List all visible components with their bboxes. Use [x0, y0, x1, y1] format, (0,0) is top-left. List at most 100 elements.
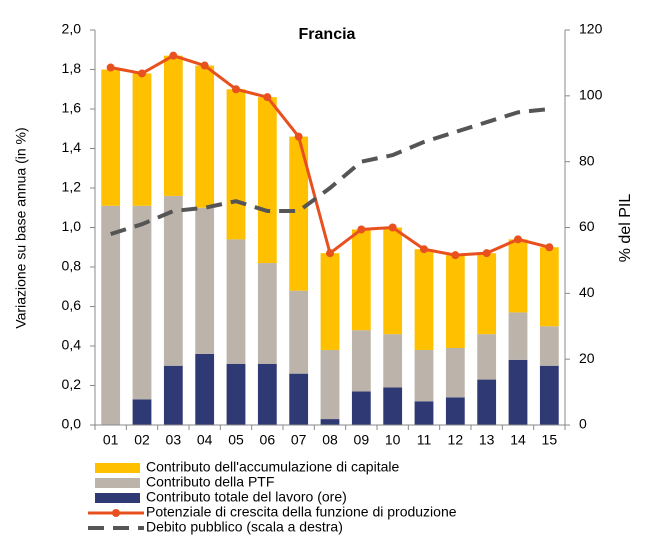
- line: [110, 107, 550, 236]
- bar-segment: [195, 65, 215, 208]
- bar-segment: [477, 379, 497, 425]
- bar-segment: [477, 334, 497, 380]
- line-marker: [294, 132, 303, 141]
- bar-segment: [477, 253, 497, 335]
- chart-title: Francia: [299, 26, 356, 43]
- bar-segment: [445, 397, 465, 425]
- bar-segment: [226, 239, 246, 364]
- line-marker: [232, 85, 240, 94]
- bar-segment: [226, 89, 246, 240]
- bar-segment: [289, 290, 309, 374]
- line-marker: [263, 93, 272, 102]
- bar-segment: [351, 229, 371, 331]
- bar-segment: [351, 330, 371, 392]
- legend-label: Contributo della PTF: [146, 474, 274, 490]
- y-tick-label: 0,4: [62, 337, 82, 353]
- bar-segment: [508, 312, 528, 360]
- bar-segment: [508, 359, 528, 425]
- line-marker: [420, 245, 428, 254]
- y-axis-label: Variazione su base annua (in %): [13, 127, 29, 328]
- bar-segment: [320, 419, 340, 425]
- y2-tick-label: 0: [579, 416, 587, 432]
- line-marker: [169, 51, 178, 60]
- y2-tick-label: 20: [579, 350, 595, 366]
- x-tick-label: 14: [510, 432, 526, 448]
- bar-segment: [163, 55, 183, 196]
- x-tick-label: 02: [134, 432, 150, 448]
- x-tick-label: 08: [322, 432, 338, 448]
- line-marker: [388, 223, 397, 232]
- line-marker: [451, 251, 460, 260]
- line-marker: [482, 249, 491, 258]
- line-marker: [200, 61, 209, 70]
- y2-tick-label: 80: [579, 152, 595, 168]
- bar-segment: [445, 255, 465, 348]
- legend-label: Contributo dell'accumulazione di capital…: [146, 459, 399, 475]
- bar-segment: [383, 387, 403, 425]
- x-tick-label: 10: [385, 432, 401, 448]
- bar-segment: [289, 373, 309, 425]
- y2-tick-label: 100: [579, 87, 603, 103]
- x-tick-label: 15: [542, 432, 558, 448]
- x-tick-label: 06: [260, 432, 276, 448]
- bar-segment: [226, 363, 246, 425]
- bar-segment: [132, 205, 152, 400]
- bar-segment: [163, 365, 183, 425]
- bar-segment: [163, 195, 183, 366]
- line-marker: [514, 235, 522, 244]
- legend-marker: [112, 509, 120, 517]
- y-tick-label: 1,8: [62, 60, 82, 76]
- bar-segment: [320, 253, 340, 350]
- bar-segment: [195, 353, 215, 425]
- x-tick-label: 13: [479, 432, 495, 448]
- bar-segment: [383, 334, 403, 388]
- x-tick-label: 11: [417, 432, 432, 448]
- line-marker: [138, 69, 146, 78]
- x-tick-label: 05: [228, 432, 244, 448]
- bar-segment: [383, 227, 403, 335]
- bar-segment: [539, 326, 559, 366]
- y-tick-label: 0,0: [62, 416, 82, 432]
- y-tick-label: 1,2: [62, 179, 82, 195]
- x-tick-label: 09: [354, 432, 370, 448]
- bar-segment: [320, 349, 340, 420]
- bar-segment: [257, 363, 277, 425]
- bar-segment: [414, 249, 434, 350]
- y-tick-label: 0,6: [62, 297, 82, 313]
- bar-segment: [539, 247, 559, 327]
- x-tick-label: 01: [103, 432, 119, 448]
- x-tick-label: 12: [448, 432, 464, 448]
- x-tick-label: 03: [166, 432, 182, 448]
- y2-axis-label: % del PIL: [617, 194, 634, 263]
- bar-segment: [508, 239, 528, 313]
- y-tick-label: 2,0: [62, 21, 82, 37]
- y-tick-label: 1,0: [62, 218, 82, 234]
- bar-segment: [132, 399, 152, 425]
- y-tick-label: 0,8: [62, 258, 82, 274]
- line-marker: [326, 249, 334, 258]
- bar-segment: [101, 205, 121, 425]
- bar-segment: [257, 97, 277, 264]
- bar-segment: [132, 73, 152, 206]
- legend-label: Contributo totale del lavoro (ore): [146, 489, 347, 505]
- bar-segment: [101, 69, 121, 206]
- y2-tick-label: 40: [579, 284, 595, 300]
- bar-segment: [257, 263, 277, 364]
- bar-segment: [414, 401, 434, 425]
- y-tick-label: 1,4: [62, 139, 82, 155]
- bar-segment: [289, 136, 309, 291]
- y2-tick-label: 120: [579, 21, 603, 37]
- bar-segment: [539, 365, 559, 425]
- y-tick-label: 0,2: [62, 376, 82, 392]
- line-marker: [357, 225, 366, 234]
- bar-segment: [414, 349, 434, 402]
- bar-segment: [195, 207, 215, 354]
- legend-swatch: [95, 493, 140, 503]
- x-tick-label: 04: [197, 432, 213, 448]
- y-tick-label: 1,6: [62, 100, 82, 116]
- legend-label: Debito pubblico (scala a destra): [146, 519, 343, 535]
- legend-label: Potenziale di crescita della funzione di…: [146, 504, 457, 520]
- y2-tick-label: 60: [579, 218, 595, 234]
- legend-swatch: [95, 478, 140, 488]
